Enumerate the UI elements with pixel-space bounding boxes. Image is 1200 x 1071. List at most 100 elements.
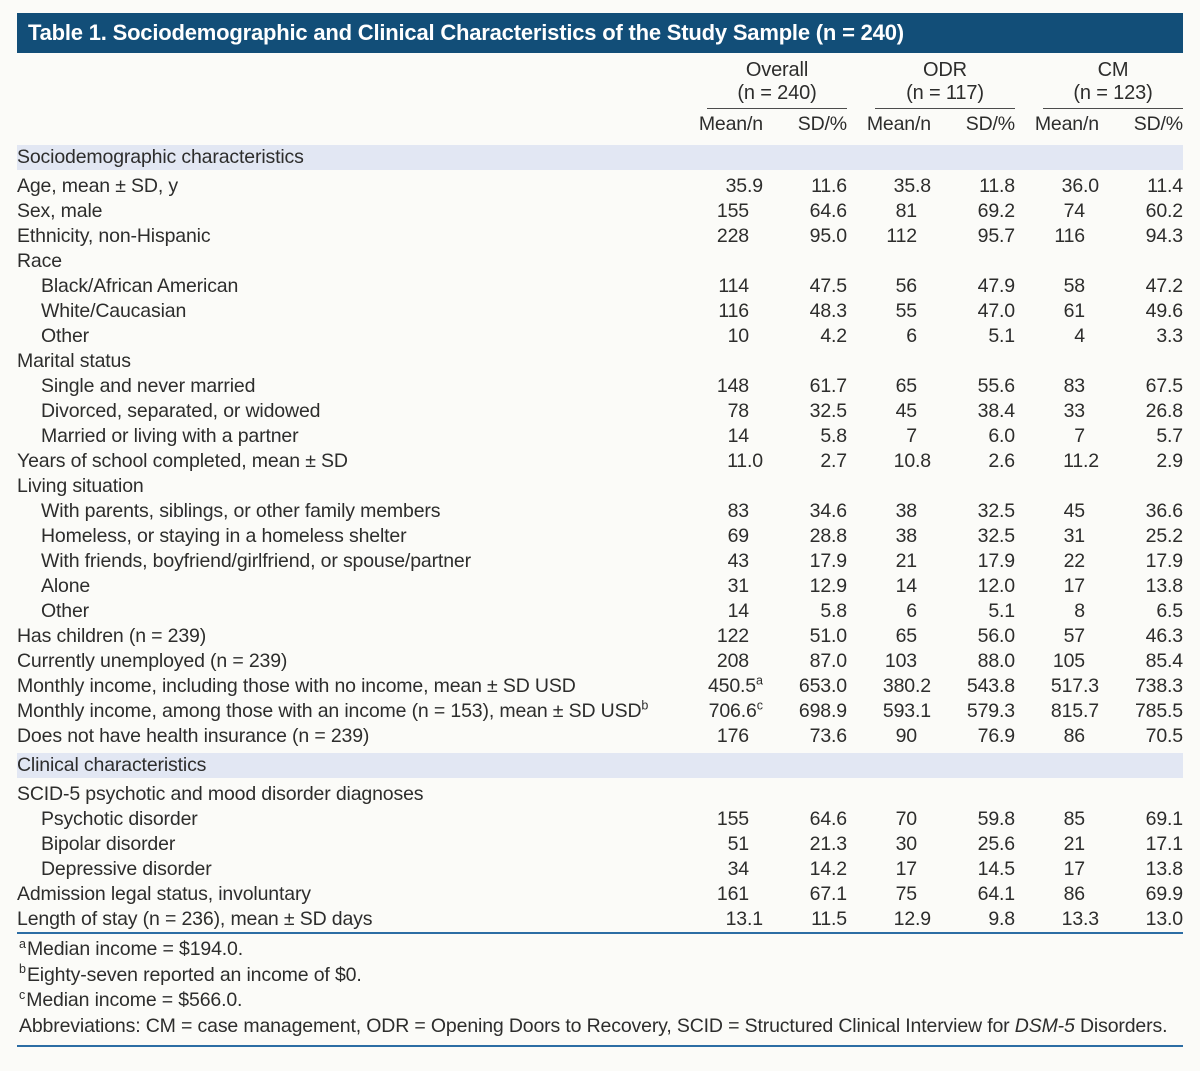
cell-value: 13.8 [1145, 858, 1184, 880]
cell-value: 11.8 [979, 175, 1015, 197]
group-label: Overall [745, 59, 809, 81]
cell-value [847, 249, 931, 274]
cell-value [1015, 249, 1099, 274]
row-label: Monthly income, including those with no … [17, 675, 576, 697]
cell-value: 46.3 [1145, 625, 1184, 647]
section-header: Sociodemographic characteristics [17, 141, 1183, 174]
cell-value [679, 474, 763, 499]
cell-value: 815.7 [1050, 700, 1099, 722]
footnote: bEighty-seven reported an income of $0. [19, 963, 1183, 989]
footnote-marker: c [756, 698, 763, 713]
cell-value: 5.8 [820, 600, 847, 622]
cell-value: 32.5 [809, 400, 848, 422]
cell-value: 17.9 [977, 550, 1016, 572]
cell-value: 12.0 [977, 575, 1016, 597]
cell-value: 35.9 [725, 175, 764, 197]
cell-value: 5.1 [988, 600, 1015, 622]
page: Table 1. Sociodemographic and Clinical C… [17, 13, 1184, 1047]
cell-value: 32.5 [977, 500, 1016, 522]
footnote: aMedian income = $194.0. [19, 937, 1183, 963]
group-n: (n = 240) [737, 82, 817, 104]
cell-value: 12.9 [809, 575, 848, 597]
cell-value: 67.5 [1145, 375, 1184, 397]
table-row: Other 14 5.8 6 5.1 8 6.5 [17, 599, 1183, 624]
cell-value [847, 349, 931, 374]
cell-value: 35.8 [893, 175, 932, 197]
row-label: Homeless, or staying in a homeless shelt… [41, 525, 407, 547]
cell-value: 7 [906, 425, 917, 447]
cell-value: 5.1 [988, 325, 1015, 347]
cell-value: 103 [884, 650, 917, 672]
cell-value: 94.3 [1145, 225, 1184, 247]
footnote-marker: a [756, 673, 763, 688]
cell-value: 61.7 [809, 375, 848, 397]
cell-value: 28.8 [809, 525, 848, 547]
cell-value [847, 780, 931, 807]
cell-value: 78 [727, 400, 750, 422]
cell-value: 56 [895, 275, 918, 297]
cell-value [763, 249, 847, 274]
cell-value: 11.0 [727, 450, 763, 472]
cell-value: 43 [727, 550, 750, 572]
footnote: Abbreviations: CM = case management, ODR… [19, 1014, 1183, 1040]
cell-value: 543.8 [966, 675, 1015, 697]
table-row: Currently unemployed (n = 239) 208 87.0 103… [17, 649, 1183, 674]
subheader-mean: Mean/n [698, 113, 763, 135]
group-header-row: Overall (n = 240) ODR (n = 117) CM (n = … [17, 53, 1183, 109]
cell-value: 17.1 [1145, 833, 1184, 855]
cell-value: 49.6 [1145, 300, 1184, 322]
cell-value: 76.9 [977, 725, 1016, 747]
cell-value: 6.0 [988, 425, 1015, 447]
row-label: Bipolar disorder [41, 833, 176, 855]
cell-value [763, 780, 847, 807]
cell-value: 11.6 [811, 175, 847, 197]
row-label: Has children (n = 239) [17, 625, 207, 647]
cell-value: 12.9 [893, 908, 932, 930]
cell-value: 112 [886, 225, 917, 247]
row-label: Currently unemployed (n = 239) [17, 650, 288, 672]
cell-value: 56.0 [977, 625, 1016, 647]
row-label: Single and never married [41, 375, 256, 397]
cell-value: 517.3 [1050, 675, 1099, 697]
footnote-marker: b [19, 962, 26, 976]
cell-value: 25.2 [1145, 525, 1184, 547]
row-label: Ethnicity, non-Hispanic [17, 225, 211, 247]
footnote-text: Abbreviations: CM = case management, ODR… [19, 1014, 1015, 1037]
table-row: White/Caucasian 116 48.3 55 47.0 61 49.6 [17, 299, 1183, 324]
cell-value: 14 [895, 575, 918, 597]
row-label: Length of stay (n = 236), mean ± SD days [17, 908, 373, 930]
cell-value: 11.2 [1063, 450, 1099, 472]
table-row: Alone 31 12.9 14 12.0 17 13.8 [17, 574, 1183, 599]
cell-value [763, 349, 847, 374]
footnote-marker: c [19, 987, 26, 1002]
cell-value: 95.7 [977, 225, 1016, 247]
cell-value: 67.1 [809, 883, 848, 905]
cell-value: 116 [1054, 225, 1085, 247]
cell-value: 64.1 [977, 883, 1016, 905]
cell-value: 36.0 [1061, 175, 1100, 197]
cell-value [931, 349, 1015, 374]
group-n: (n = 117) [906, 82, 984, 104]
row-label: Psychotic disorder [41, 808, 198, 830]
cell-value [763, 474, 847, 499]
footnote-text: Median income = $194.0. [26, 938, 244, 960]
cell-value: 450.5a [707, 673, 763, 697]
cell-value: 579.3 [966, 700, 1015, 722]
cell-value: 17 [895, 858, 918, 880]
footnote-marker: b [641, 698, 649, 713]
table-row: Length of stay (n = 236), mean ± SD days… [17, 907, 1183, 933]
cell-value: 114 [718, 275, 749, 297]
cell-value [1099, 780, 1183, 807]
cell-value: 11.4 [1147, 175, 1183, 197]
group-label: CM [1097, 59, 1129, 81]
cell-value: 2.6 [988, 450, 1015, 472]
cell-value: 17 [1063, 575, 1086, 597]
cell-value: 90 [895, 725, 918, 747]
row-label: Other [41, 600, 90, 622]
cell-value: 69.1 [1145, 808, 1184, 830]
row-label: With friends, boyfriend/girlfriend, or s… [41, 550, 471, 572]
cell-value: 38 [895, 525, 918, 547]
cell-value: 47.2 [1145, 275, 1184, 297]
cell-value: 88.0 [977, 650, 1016, 672]
cell-value: 14.2 [809, 858, 848, 880]
